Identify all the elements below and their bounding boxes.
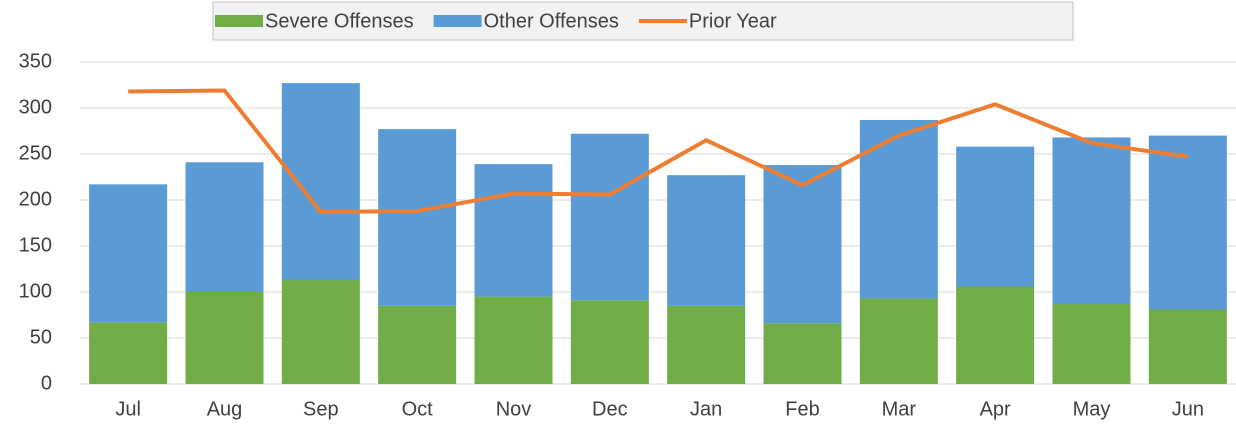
bar	[570, 300, 649, 384]
x-tick-label: Jan	[690, 398, 722, 420]
bar	[1052, 303, 1131, 384]
y-tick-label: 350	[19, 50, 52, 72]
bar	[378, 129, 457, 306]
x-tick-label: Jul	[115, 398, 141, 420]
bar	[185, 162, 264, 292]
y-tick-label: 200	[19, 188, 52, 210]
bar	[1148, 135, 1227, 310]
x-tick-label: Sep	[303, 398, 339, 420]
bar	[378, 305, 457, 384]
line	[128, 88, 1189, 214]
x-tick-label: Jun	[1172, 398, 1204, 420]
bar	[1148, 309, 1227, 384]
bar	[667, 305, 746, 384]
bar	[474, 296, 553, 384]
y-tick-label: 300	[19, 96, 52, 118]
bar	[1052, 137, 1131, 304]
x-tick-label: Feb	[785, 398, 819, 420]
bar	[570, 133, 649, 301]
x-tick-label: Apr	[980, 398, 1011, 420]
legend-label: Other Offenses	[484, 10, 619, 32]
bar	[281, 280, 360, 384]
bar	[763, 165, 842, 324]
x-tick-label: Nov	[496, 398, 532, 420]
bar	[281, 83, 360, 281]
legend-label: Severe Offenses	[265, 10, 414, 32]
bar	[89, 184, 168, 323]
y-tick-label: 0	[41, 372, 52, 394]
bar	[956, 286, 1035, 384]
legend-label: Prior Year	[689, 10, 777, 32]
y-tick-label: 100	[19, 280, 52, 302]
x-tick-label: Mar	[882, 398, 917, 420]
bar	[667, 175, 746, 306]
bar	[89, 322, 168, 384]
y-tick-label: 50	[30, 326, 52, 348]
x-tick-label: Aug	[207, 398, 243, 420]
x-tick-label: Oct	[402, 398, 434, 420]
bar	[859, 119, 938, 299]
bar	[763, 323, 842, 384]
y-tick-label: 250	[19, 142, 52, 164]
bar	[859, 298, 938, 384]
x-tick-label: Dec	[592, 398, 628, 420]
legend-swatch	[433, 15, 482, 27]
bar	[185, 292, 264, 384]
legend-swatch	[215, 15, 263, 27]
x-tick-label: May	[1073, 398, 1111, 420]
bar	[956, 146, 1035, 287]
y-tick-label: 150	[19, 234, 52, 256]
bar	[474, 164, 553, 297]
